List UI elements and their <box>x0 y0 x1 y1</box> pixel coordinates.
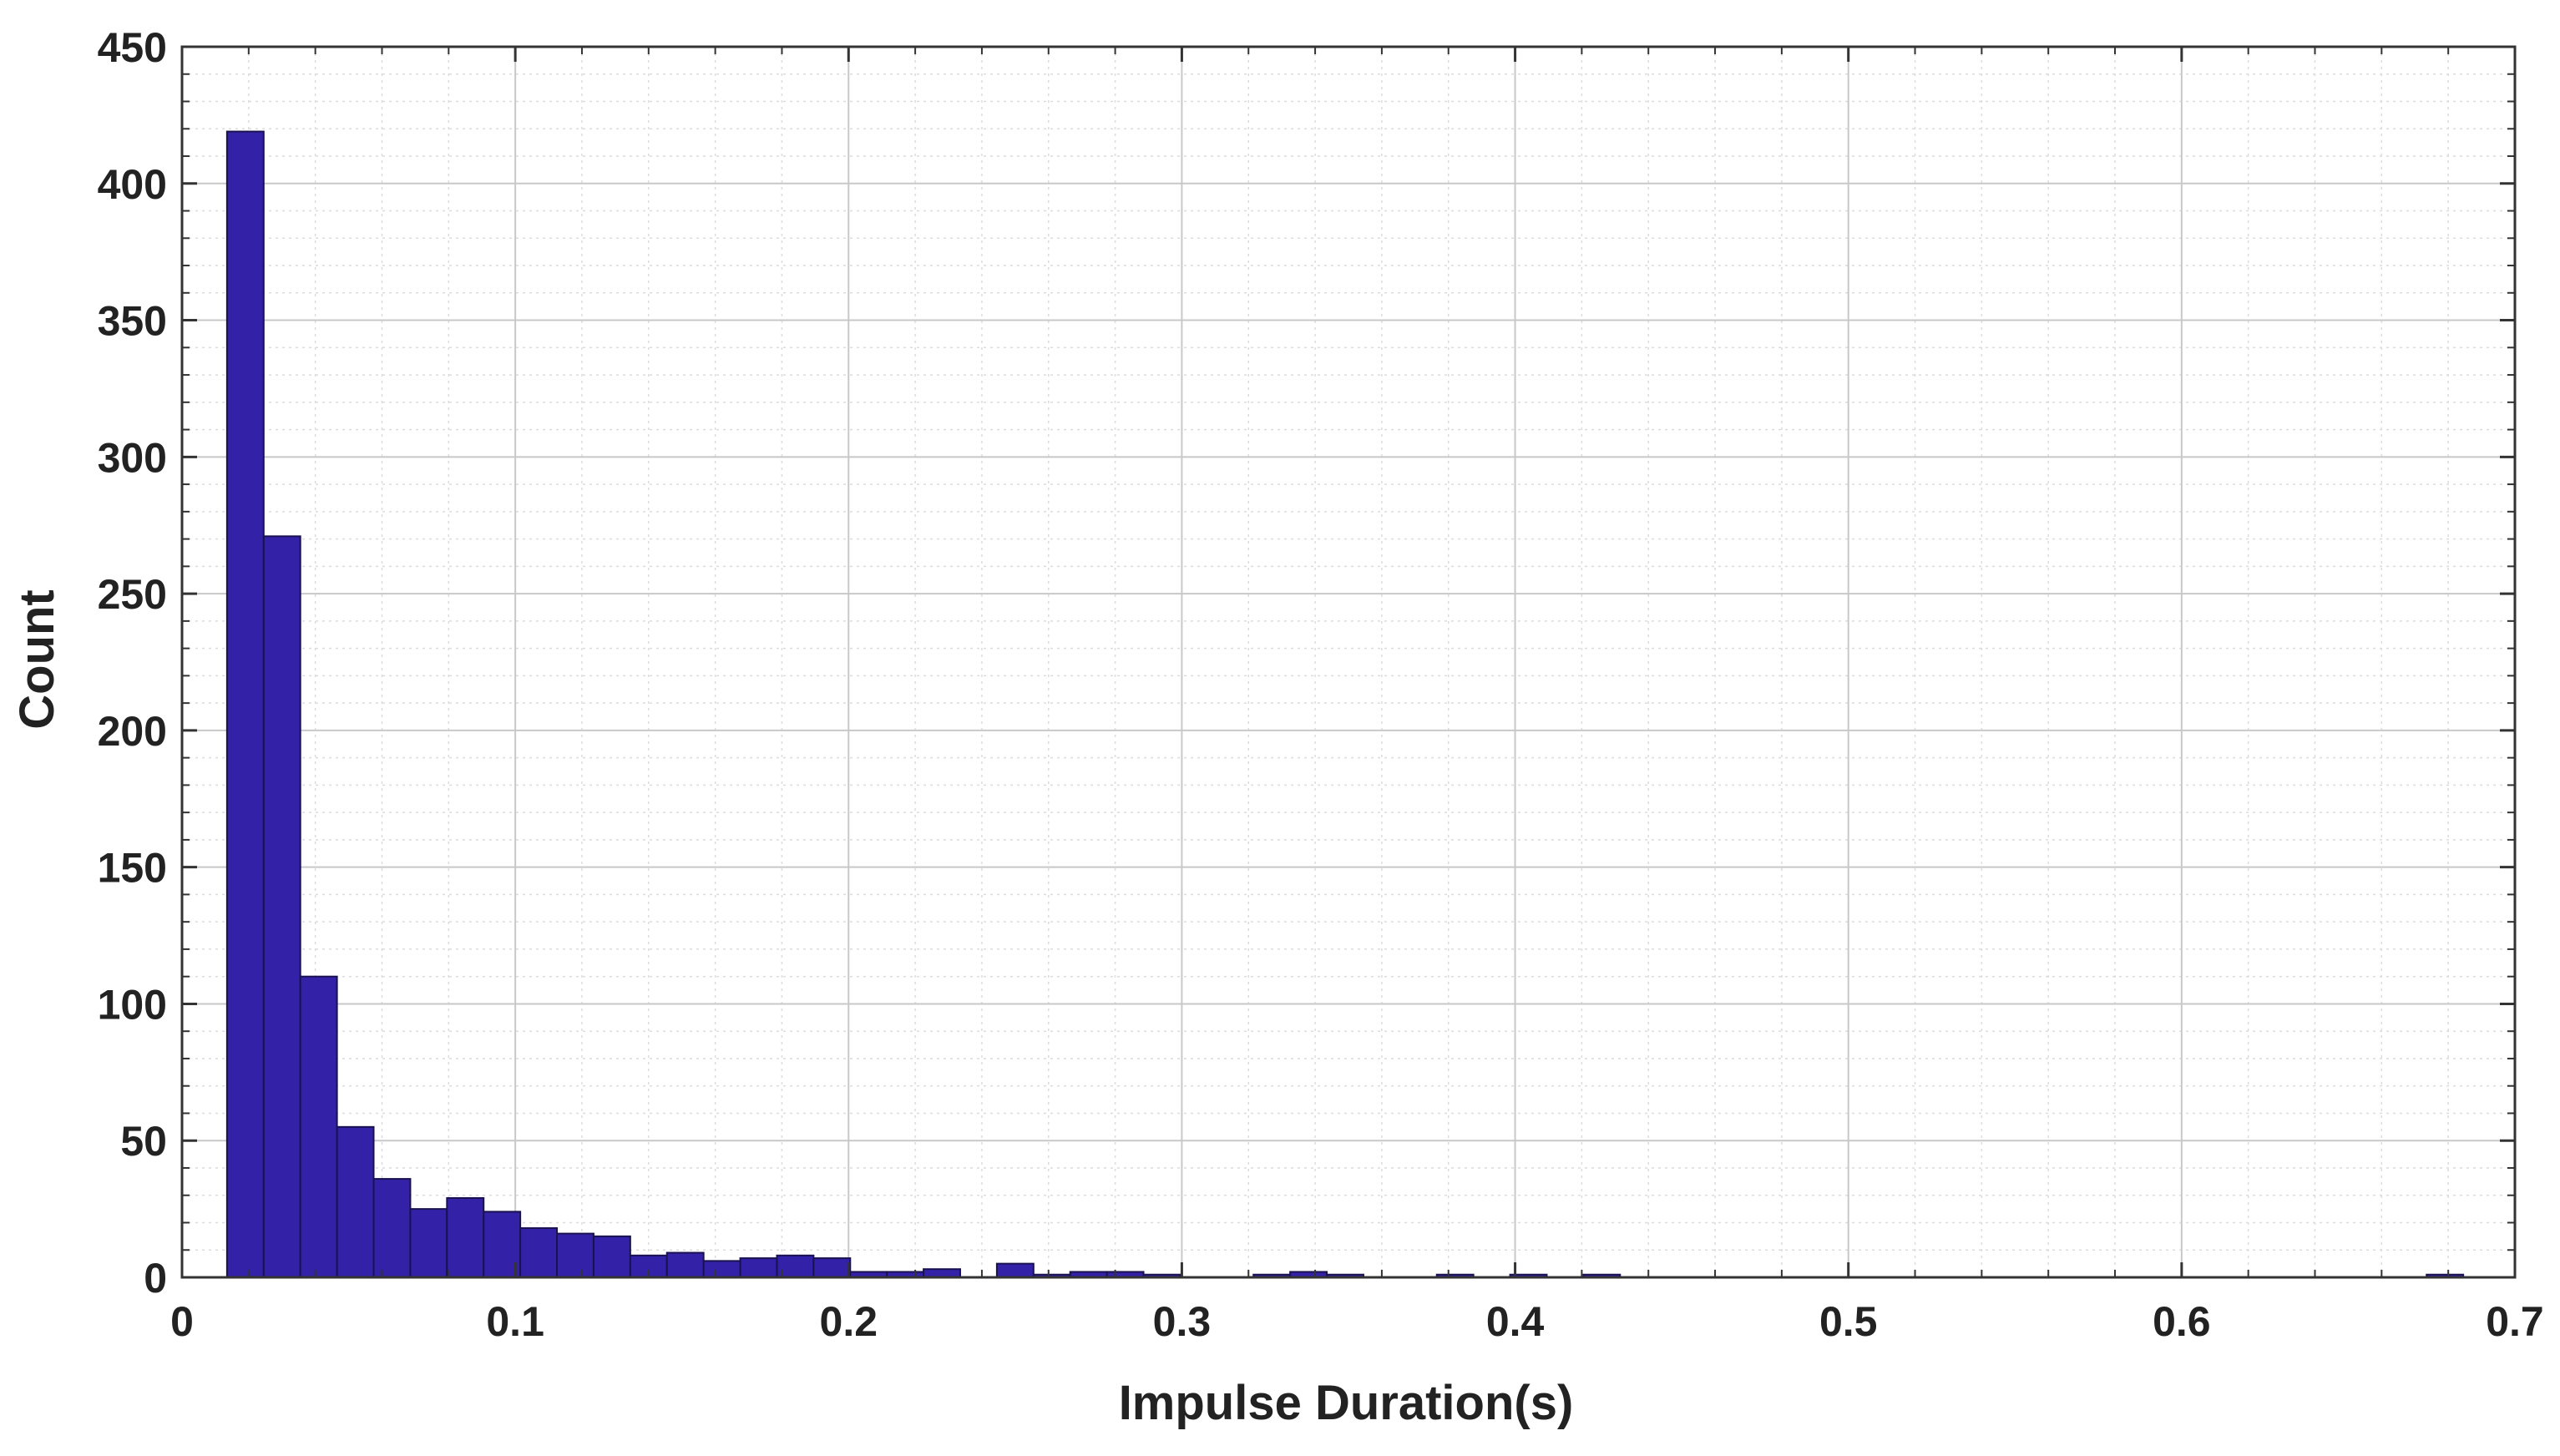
y-tick-label: 300 <box>98 434 167 481</box>
y-tick-label: 0 <box>144 1255 167 1302</box>
x-tick-label: 0 <box>170 1298 194 1345</box>
histogram-bar <box>519 1227 559 1279</box>
y-tick-label: 100 <box>98 981 167 1028</box>
histogram-bar <box>812 1257 852 1279</box>
histogram-bar <box>225 130 265 1278</box>
histogram-bar <box>262 535 301 1278</box>
x-tick-label: 0.2 <box>820 1298 878 1345</box>
histogram-bar <box>995 1262 1035 1278</box>
ticks: 0 0.1 0.2 0.3 0.4 0.5 0.6 0.7 0 50 100 150 200 250 300… <box>98 24 2544 1345</box>
x-tick-label: 0.6 <box>2153 1298 2211 1345</box>
y-tick-label: 350 <box>98 298 167 345</box>
x-tick-label: 0.3 <box>1153 1298 1212 1345</box>
x-tick-label: 0.7 <box>2486 1298 2544 1345</box>
histogram-bar <box>739 1257 778 1279</box>
y-tick-label: 400 <box>98 161 167 208</box>
y-axis-title: Count <box>10 589 64 730</box>
histogram-bar <box>665 1251 705 1279</box>
x-tick-label: 0.5 <box>1819 1298 1878 1345</box>
histogram-bar <box>299 975 338 1278</box>
x-tick-label: 0.4 <box>1486 1298 1545 1345</box>
y-tick-label: 450 <box>98 24 167 71</box>
histogram-bar <box>336 1125 375 1279</box>
y-tick-label: 250 <box>98 571 167 618</box>
plot-frame <box>180 45 2517 1279</box>
x-tick-label: 0.1 <box>486 1298 544 1345</box>
histogram-bar <box>409 1208 448 1278</box>
histogram-bar <box>702 1260 741 1279</box>
histogram-bar <box>592 1235 631 1279</box>
bars <box>225 130 2465 1279</box>
histogram-bar <box>556 1232 594 1278</box>
histogram-bar <box>446 1197 485 1279</box>
x-axis-title: Impulse Duration(s) <box>1119 1376 1574 1430</box>
histogram-bar <box>776 1254 815 1278</box>
plot-border <box>180 45 2517 1279</box>
y-tick-label: 150 <box>98 845 167 892</box>
histogram-bar <box>372 1178 412 1278</box>
y-tick-label: 200 <box>98 708 167 755</box>
y-tick-label: 50 <box>120 1118 167 1165</box>
